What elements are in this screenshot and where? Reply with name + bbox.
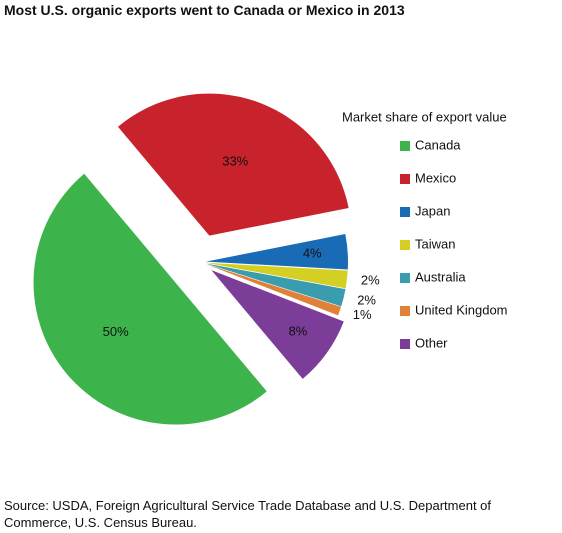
- legend-label: United Kingdom: [415, 302, 508, 317]
- data-label: 2%: [361, 273, 380, 288]
- legend-swatch: [400, 174, 410, 184]
- pie-slice: [205, 262, 348, 289]
- chart-title: Most U.S. organic exports went to Canada…: [4, 2, 405, 18]
- pie-slice: [205, 234, 348, 270]
- data-label: 33%: [222, 153, 248, 168]
- pie-slice: [118, 93, 349, 236]
- pie-slice: [211, 270, 344, 379]
- legend-label: Australia: [415, 269, 466, 284]
- data-label: 50%: [103, 324, 129, 339]
- legend-label: Other: [415, 335, 448, 350]
- pie-slice: [33, 173, 267, 425]
- legend-swatch: [400, 339, 410, 349]
- legend-swatch: [400, 306, 410, 316]
- legend-swatch: [400, 207, 410, 217]
- legend-title: Market share of export value: [342, 109, 507, 124]
- legend-label: Canada: [415, 137, 461, 152]
- data-label: 2%: [357, 293, 376, 308]
- legend-swatch: [400, 240, 410, 250]
- legend-swatch: [400, 141, 410, 151]
- source-note: Source: USDA, Foreign Agricultural Servi…: [4, 498, 492, 530]
- legend-label: Mexico: [415, 170, 456, 185]
- pie-slice: [205, 263, 346, 307]
- data-label: 1%: [353, 307, 372, 322]
- data-label: 4%: [303, 246, 322, 261]
- legend-swatch: [400, 273, 410, 283]
- data-label: 8%: [289, 324, 308, 339]
- legend-label: Japan: [415, 203, 450, 218]
- pie-slice: [205, 263, 342, 316]
- legend-label: Taiwan: [415, 236, 455, 251]
